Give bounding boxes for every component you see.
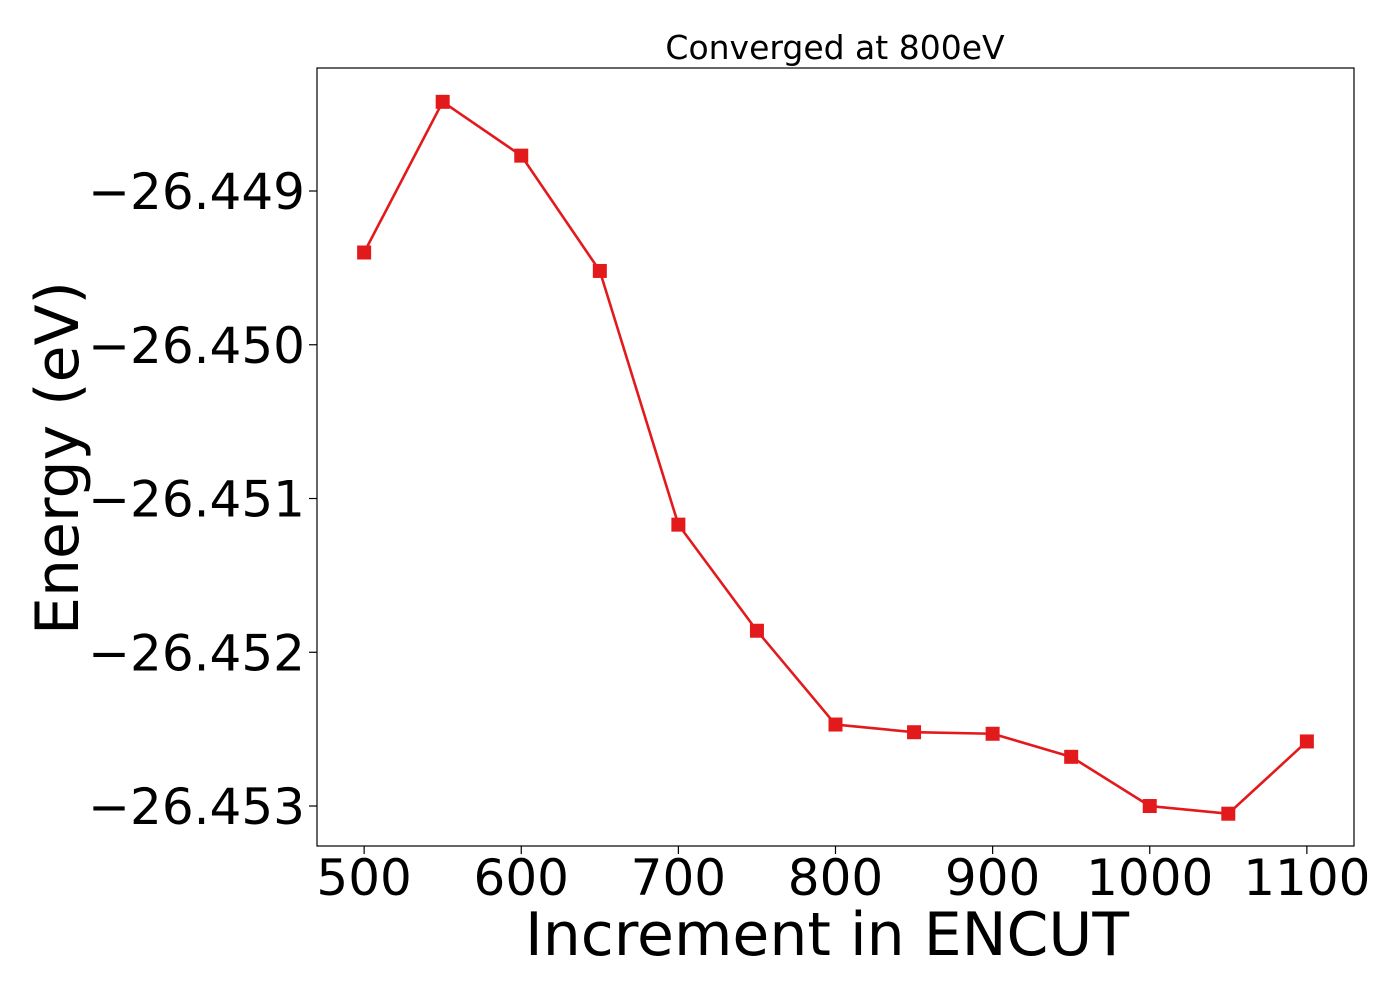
data-point-marker (357, 245, 372, 260)
data-point-marker (671, 517, 686, 532)
x-tick-label: 1000 (1086, 849, 1213, 907)
data-point-marker (985, 726, 1000, 741)
series-line (362, 100, 1308, 816)
data-point-marker (749, 623, 764, 638)
y-tick-label: −26.451 (88, 471, 305, 529)
x-axis-title: Increment in ENCUT (525, 900, 1129, 970)
x-axis: 500 600 700 800 900 1000 1100 (316, 846, 1370, 907)
data-point-marker (435, 94, 450, 109)
data-point-marker (828, 717, 843, 732)
series-layer (357, 94, 1314, 821)
data-point-marker (907, 725, 922, 740)
x-tick-label: 700 (631, 849, 726, 907)
data-point-marker (1221, 806, 1236, 821)
y-tick-label: −26.449 (88, 163, 305, 221)
data-point-marker (1299, 734, 1314, 749)
x-tick-label: 800 (788, 849, 883, 907)
y-tick-label: −26.450 (88, 317, 305, 375)
y-tick-label: −26.453 (88, 778, 305, 836)
data-point-marker (1142, 799, 1157, 814)
y-axis: −26.449 −26.450 −26.451 −26.452 −26.453 (88, 163, 317, 836)
data-point-marker (592, 263, 607, 278)
data-point-marker (1064, 749, 1079, 764)
data-point-marker (514, 148, 529, 163)
chart-title: Converged at 800eV (665, 28, 1005, 67)
x-tick-label: 500 (316, 849, 411, 907)
x-tick-label: 600 (474, 849, 569, 907)
y-tick-label: −26.452 (88, 624, 305, 682)
y-axis-title: Energy (eV) (23, 281, 93, 635)
x-tick-label: 1100 (1243, 849, 1370, 907)
x-tick-label: 900 (945, 849, 1040, 907)
